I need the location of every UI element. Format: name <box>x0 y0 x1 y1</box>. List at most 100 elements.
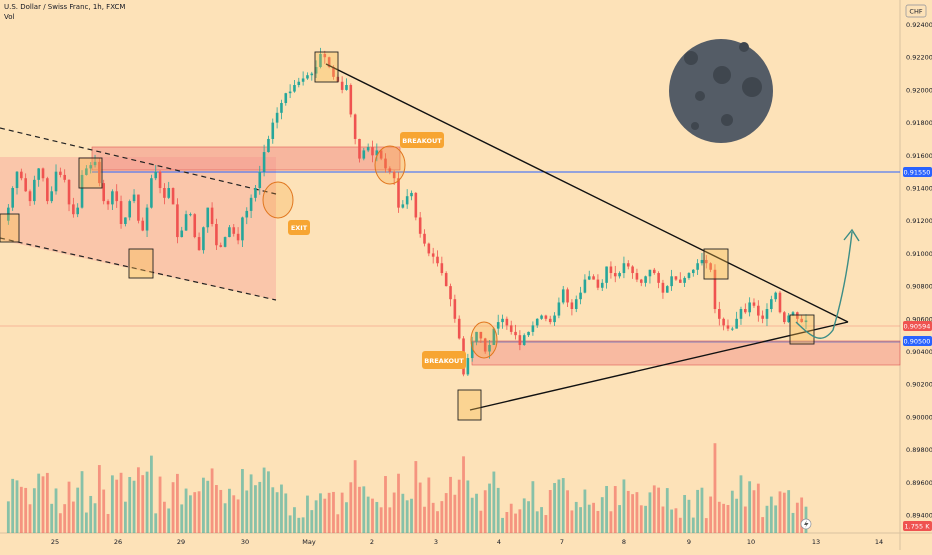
price-axis-label: 0.91200 <box>906 217 932 225</box>
volume-bar <box>301 517 305 533</box>
candle-body <box>548 318 552 323</box>
price-axis-label: 0.91000 <box>906 250 932 258</box>
currency-badge[interactable] <box>905 4 927 18</box>
volume-bar <box>358 486 361 533</box>
pivot-square <box>314 51 339 83</box>
pivot-square <box>0 213 20 243</box>
candle-body <box>748 302 751 313</box>
candle-body <box>63 174 66 180</box>
volume-bar <box>635 492 639 533</box>
symbol-title[interactable]: U.S. Dollar / Swiss Franc, 1h, FXCM <box>4 3 126 11</box>
candle-body <box>20 171 23 179</box>
volume-tag <box>903 521 932 531</box>
volume-bar <box>106 513 110 533</box>
candle-body <box>683 277 686 283</box>
candle-body <box>531 325 535 332</box>
price-axis-label: 0.90800 <box>906 283 932 291</box>
volume-bar <box>709 496 713 533</box>
candle-body <box>704 259 708 264</box>
volume-bar <box>336 514 340 533</box>
candle-body <box>791 312 795 316</box>
volume-bar <box>349 482 353 533</box>
time-axis[interactable]: 25 26 29 30 May 2 3 4 7 8 9 10 13 14 <box>51 538 883 546</box>
support-price-tag <box>903 336 932 346</box>
volume-bar <box>76 487 80 533</box>
volume-bar <box>340 492 344 533</box>
candle-body <box>219 245 223 247</box>
candle-body <box>137 194 140 221</box>
volume-bar <box>193 492 197 533</box>
volume-bar <box>184 488 188 533</box>
volume-bar <box>210 468 214 533</box>
candle-body <box>722 318 725 326</box>
candle-body <box>275 112 279 123</box>
candle-body <box>635 273 639 280</box>
candle-body <box>176 204 179 238</box>
breakout-top-label: BREAKOUT <box>402 137 442 145</box>
price-axis-label: 0.92000 <box>906 86 932 94</box>
candle-body <box>327 57 331 68</box>
candle-body <box>89 165 93 169</box>
candle-body <box>592 276 595 280</box>
channel-upper-line <box>0 127 277 195</box>
candle-body <box>228 227 231 238</box>
candle-body <box>535 318 539 326</box>
candle-body <box>297 81 301 86</box>
volume-bar <box>405 500 409 533</box>
price-axis[interactable]: 0.92400 0.92200 0.92000 0.91800 0.91600 0.914… <box>906 21 932 519</box>
volume-bar <box>414 461 418 533</box>
volume-bar <box>180 504 184 533</box>
volume-bar <box>384 476 387 533</box>
volume-bar <box>717 501 721 533</box>
volume-bar <box>202 477 205 533</box>
volume-bar <box>748 481 752 533</box>
candle-body <box>787 315 790 323</box>
volume-bar <box>761 517 765 533</box>
volume-bar <box>80 471 84 533</box>
volume-bar <box>215 485 218 533</box>
volume-bar <box>158 476 162 533</box>
candle-body <box>76 207 79 215</box>
candle-body <box>774 292 777 300</box>
volume-bar <box>119 472 123 533</box>
level-price-tag <box>903 167 932 177</box>
candle-body <box>522 335 526 345</box>
volume-bar <box>540 507 543 533</box>
volume-bar <box>306 495 309 533</box>
candle-body <box>431 253 435 257</box>
candle-body <box>41 168 45 179</box>
volume-bar <box>553 483 556 533</box>
candle-body <box>475 331 478 342</box>
volume-bar <box>132 480 136 533</box>
volume-bar <box>657 487 661 533</box>
volume-bar <box>431 502 435 533</box>
volume-legend[interactable]: Vol <box>4 13 15 21</box>
candle-body <box>119 201 123 224</box>
volume-bar <box>475 493 478 533</box>
volume-bar <box>63 504 67 533</box>
volume-bar <box>514 513 517 533</box>
volume-bar <box>449 476 452 533</box>
candle-body <box>258 171 262 189</box>
volume-bar <box>787 490 791 533</box>
volume-bar <box>735 498 739 533</box>
candle-body <box>457 318 461 339</box>
current-price-tag-text: 0.90594 <box>904 323 931 331</box>
volume-bar <box>15 480 19 533</box>
volume-bar <box>631 494 634 533</box>
candle-body <box>427 243 431 254</box>
candle-body <box>50 191 53 202</box>
candle-body <box>765 309 769 319</box>
volume-bar <box>388 507 392 533</box>
candle-body <box>210 207 214 224</box>
volume-bar <box>496 487 500 533</box>
lightning-icon[interactable] <box>800 518 812 530</box>
candle-body <box>410 192 413 197</box>
volume-bar <box>570 510 574 533</box>
candle-body <box>579 292 582 300</box>
volume-bar <box>123 501 127 533</box>
candle-body <box>405 196 409 205</box>
candle-body <box>622 263 626 274</box>
volume-bar <box>145 471 149 533</box>
